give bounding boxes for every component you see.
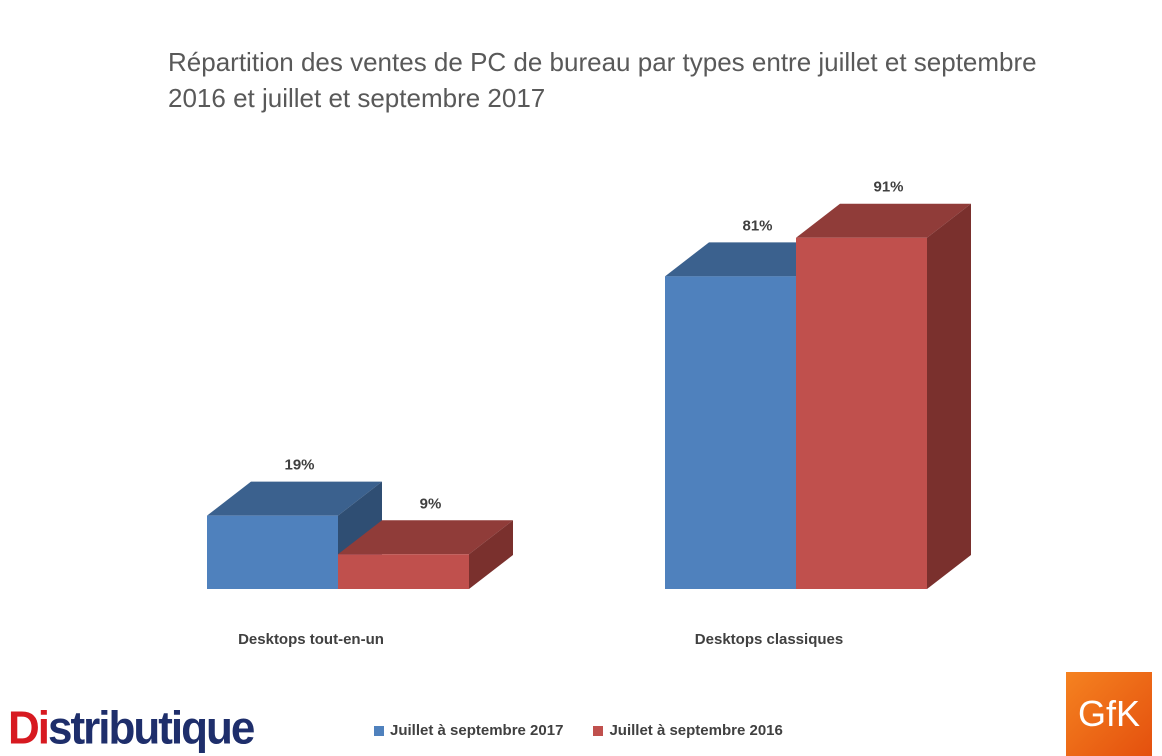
- legend-label-2017: Juillet à septembre 2017: [390, 722, 564, 739]
- bar-0-1-top: [338, 520, 513, 555]
- chart-legend: Juillet à septembre 2017 Juillet à septe…: [374, 722, 783, 739]
- data-label-1-1: 91%: [873, 179, 903, 196]
- bar-0-1: [338, 554, 469, 589]
- data-label-1-0: 81%: [742, 217, 772, 234]
- legend-item-2017: Juillet à septembre 2017: [374, 722, 563, 739]
- category-label-0: Desktops tout-en-un: [238, 631, 384, 648]
- data-label-0-0: 19%: [284, 457, 314, 474]
- bar-1-0: [665, 276, 796, 589]
- bar-1-1-side: [927, 203, 971, 590]
- category-label-1: Desktops classiques: [695, 631, 843, 648]
- logo-blue-part: stributique: [48, 702, 255, 755]
- distributique-logo: Distributique: [8, 702, 255, 756]
- chart-title: Répartition des ventes de PC de bureau p…: [168, 47, 1037, 113]
- legend-label-2016: Juillet à septembre 2016: [609, 722, 783, 739]
- legend-item-2016: Juillet à septembre 2016: [593, 722, 783, 739]
- bar-0-0-top: [207, 481, 382, 516]
- legend-swatch-2016: [593, 725, 604, 736]
- logo-red-part: Di: [8, 702, 50, 755]
- bar-1-1-top: [796, 203, 971, 238]
- bar-0-1-side: [469, 520, 513, 589]
- legend-swatch-2017: [374, 725, 384, 736]
- data-label-0-1: 9%: [420, 495, 442, 512]
- gfk-logo: GfK: [1066, 672, 1152, 756]
- bar-0-0: [207, 515, 338, 589]
- bar-1-1: [796, 237, 927, 590]
